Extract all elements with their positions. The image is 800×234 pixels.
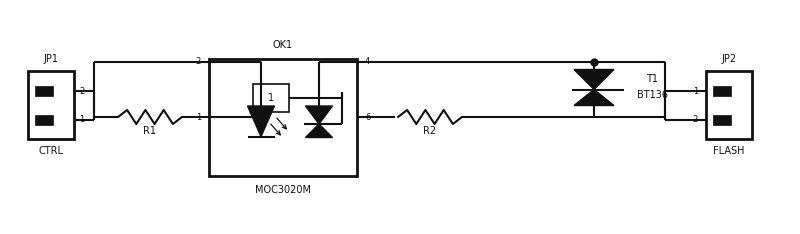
Polygon shape bbox=[574, 89, 614, 106]
Text: R2: R2 bbox=[423, 126, 437, 136]
Text: T1: T1 bbox=[646, 74, 658, 84]
Polygon shape bbox=[247, 106, 274, 137]
Polygon shape bbox=[306, 124, 333, 138]
Bar bbox=[28, 71, 74, 139]
Text: 6: 6 bbox=[365, 113, 370, 121]
Polygon shape bbox=[306, 106, 333, 124]
Text: 1: 1 bbox=[268, 93, 274, 103]
Text: R1: R1 bbox=[143, 126, 157, 136]
Text: 2: 2 bbox=[196, 58, 201, 66]
Bar bbox=[706, 71, 752, 139]
Text: JP1: JP1 bbox=[43, 54, 58, 64]
Text: 1: 1 bbox=[79, 115, 85, 124]
Polygon shape bbox=[574, 69, 614, 89]
Bar bbox=[254, 84, 290, 112]
Bar bbox=[713, 115, 731, 125]
Text: MOC3020M: MOC3020M bbox=[255, 185, 311, 195]
Text: 2: 2 bbox=[693, 115, 698, 124]
Text: 4: 4 bbox=[365, 58, 370, 66]
Text: JP2: JP2 bbox=[722, 54, 737, 64]
Text: OK1: OK1 bbox=[273, 40, 293, 50]
Text: FLASH: FLASH bbox=[714, 146, 745, 156]
Text: 1: 1 bbox=[196, 113, 201, 121]
Text: 1: 1 bbox=[693, 87, 698, 96]
Bar bbox=[35, 86, 53, 96]
Text: 2: 2 bbox=[79, 87, 85, 96]
Bar bbox=[209, 59, 357, 176]
Text: CTRL: CTRL bbox=[38, 146, 63, 156]
Bar bbox=[713, 86, 731, 96]
Text: BT136: BT136 bbox=[637, 91, 667, 100]
Bar bbox=[35, 115, 53, 125]
